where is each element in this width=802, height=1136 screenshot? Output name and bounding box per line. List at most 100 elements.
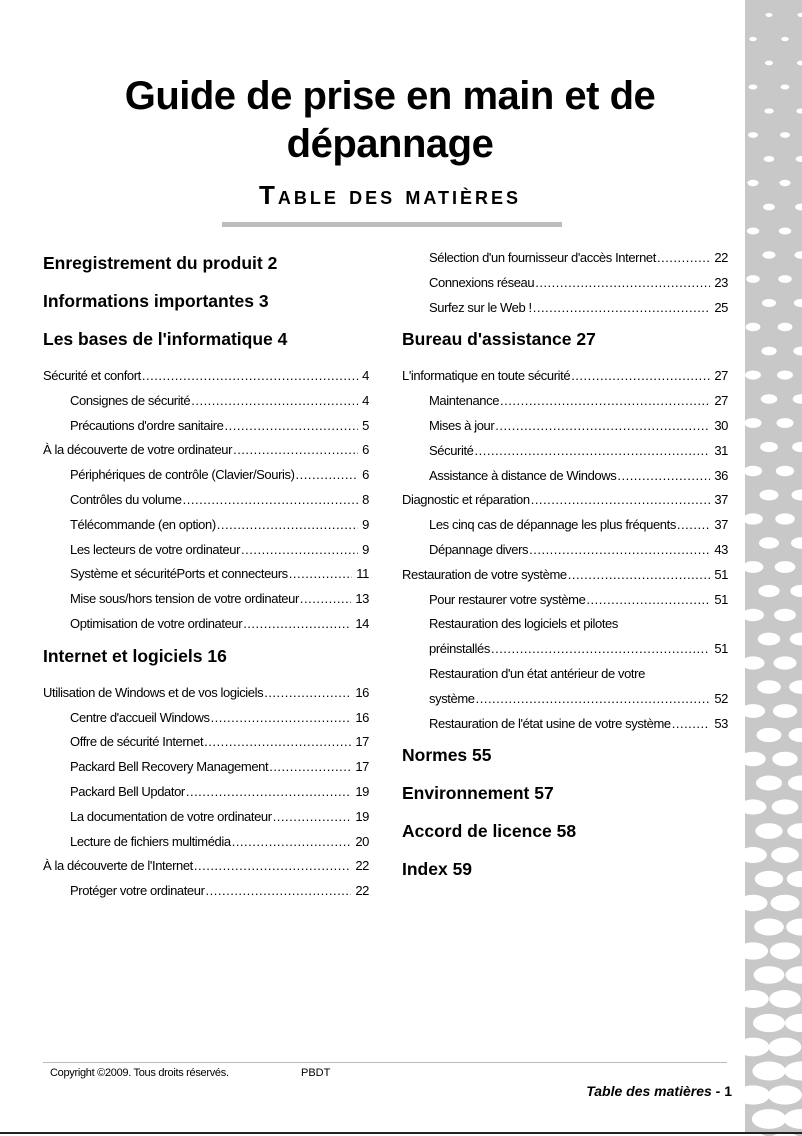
toc-entry-link[interactable]: Offre de sécurité Internet 17 — [43, 730, 369, 755]
dot-leader — [211, 706, 352, 731]
toc-entry-link[interactable]: Protéger votre ordinateur 22 — [43, 879, 369, 904]
dot-leader — [217, 513, 358, 538]
toc-entry-link[interactable]: Sécurité et confort 4 — [43, 364, 369, 389]
dot — [788, 727, 802, 743]
toc-chapter-link[interactable]: Bureau d'assistance 27 — [402, 329, 596, 350]
toc-entry-link[interactable]: Maintenance 27 — [402, 389, 728, 414]
toc-entry-link[interactable]: Restauration de l'état usine de votre sy… — [402, 712, 728, 737]
toc-chapter-link[interactable]: Index 59 — [402, 859, 473, 880]
toc-entry-link[interactable]: Sécurité 31 — [402, 439, 728, 464]
dot — [768, 1037, 802, 1057]
entry-page: 17 — [355, 759, 369, 775]
dot — [746, 275, 760, 283]
entry-title: Sécurité et confort — [43, 368, 141, 383]
dot — [761, 346, 777, 356]
dot-leader — [535, 271, 710, 296]
toc-entry-link[interactable]: Assistance à distance de Windows 36 — [402, 464, 728, 489]
entry-title: Sécurité — [429, 442, 474, 458]
dot — [768, 1085, 802, 1105]
toc-chapter-link[interactable]: Internet et logiciels 16 — [43, 645, 227, 666]
toc-entry-link[interactable]: Les cinq cas de dépannage les plus fréqu… — [402, 513, 728, 538]
toc-chapter-link[interactable]: Les bases de l'informatique 4 — [43, 329, 288, 349]
toc-entry-link[interactable]: Optimisation de votre ordinateur 14 — [43, 612, 369, 637]
toc-entry-link[interactable]: Télécommande (en option) 9 — [43, 513, 369, 538]
dot — [745, 322, 761, 332]
toc-entry-link[interactable]: Surfez sur le Web ! 25 — [402, 296, 728, 321]
dot — [772, 751, 798, 767]
dot — [745, 1085, 770, 1105]
toc-entry-link[interactable]: Centre d'accueil Windows 16 — [43, 706, 369, 731]
dot-leader — [617, 464, 710, 489]
dot — [746, 227, 760, 235]
entry-page: 23 — [714, 274, 728, 290]
toc-entry-link[interactable]: Périphériques de contrôle (Clavier/Souri… — [43, 463, 369, 488]
toc-entry-link[interactable]: Restauration d'un état antérieur de votr… — [402, 662, 728, 712]
toc-entry-link[interactable]: Dépannage divers 43 — [402, 538, 728, 563]
dot — [745, 370, 761, 380]
toc-entry-link[interactable]: Packard Bell Recovery Management 17 — [43, 755, 369, 780]
toc-entry-link[interactable]: L'informatique en toute sécurité 27 — [402, 364, 728, 389]
dot — [786, 870, 802, 888]
toc-entry-link[interactable]: Mise sous/hors tension de votre ordinate… — [43, 587, 369, 612]
toc-entry-link[interactable]: Contrôles du volume 8 — [43, 488, 369, 513]
entry-title-cont: préinstallés — [429, 641, 490, 657]
toc-entry-link[interactable]: Restauration de votre système 51 — [402, 563, 728, 588]
toc-entry-link[interactable]: Utilisation de Windows et de vos logicie… — [43, 681, 369, 706]
dot — [756, 727, 782, 743]
dot — [794, 251, 802, 259]
dot-leader — [657, 246, 710, 271]
toc-entry-link[interactable]: Sélection d'un fournisseur d'accès Inter… — [402, 246, 728, 271]
entry-page: 37 — [714, 492, 728, 508]
toc-entry-link[interactable]: Diagnostic et réparation 37 — [402, 488, 728, 513]
entry-title: Mises à jour — [429, 417, 495, 433]
dot-leader — [206, 879, 352, 904]
toc-entry-link[interactable]: À la découverte de l'Internet 22 — [43, 854, 369, 879]
entry-page: 36 — [714, 467, 728, 483]
dot — [787, 775, 802, 791]
toc-entry-link[interactable]: Restauration des logiciels et pilotes pré… — [402, 612, 728, 662]
toc-chapter-link[interactable]: Informations importantes 3 — [43, 291, 269, 311]
toc-entry-link[interactable]: Connexions réseau 23 — [402, 271, 728, 296]
dot-leader — [495, 414, 710, 439]
entry-title: Mise sous/hors tension de votre ordinate… — [70, 591, 299, 607]
toc-entry-link[interactable]: Précautions d'ordre sanitaire 5 — [43, 414, 369, 439]
toc-entry-link[interactable]: Mises à jour 30 — [402, 414, 728, 439]
entry-page: 5 — [362, 417, 369, 433]
dot — [747, 179, 759, 187]
toc-entry-link[interactable]: Consignes de sécurité 4 — [43, 389, 369, 414]
dot-leader — [491, 637, 710, 662]
dot — [780, 84, 790, 90]
dot — [763, 203, 775, 211]
toc-entry-link[interactable]: Lecture de fichiers multimédia 20 — [43, 830, 369, 855]
dot — [793, 346, 802, 356]
toc-entry-link[interactable]: Système et sécuritéPorts et connecteurs 1… — [43, 562, 369, 587]
toc-entry-link[interactable]: À la découverte de votre ordinateur 6 — [43, 438, 369, 463]
entry-title: Consignes de sécurité — [70, 392, 191, 408]
dot — [769, 942, 801, 960]
entry-page: 53 — [714, 715, 728, 731]
toc-chapter-link[interactable]: Environnement 57 — [402, 783, 554, 804]
toc-entry-link[interactable]: La documentation de votre ordinateur 19 — [43, 805, 369, 830]
toc-entry-link[interactable]: Packard Bell Updator 19 — [43, 780, 369, 805]
dot — [795, 203, 802, 211]
entry-page: 25 — [714, 299, 728, 315]
dot-leader — [224, 414, 358, 439]
toc-entry-link[interactable]: Les lecteurs de votre ordinateur 9 — [43, 538, 369, 563]
dot-leader — [142, 364, 358, 389]
entry-page: 4 — [362, 392, 369, 408]
dot — [761, 298, 777, 308]
dot-leader — [586, 588, 710, 613]
dot — [777, 322, 793, 332]
toc-chapter-link[interactable]: Normes 55 — [402, 745, 492, 766]
entry-title: Télécommande (en option) — [70, 516, 216, 532]
dot — [751, 1109, 787, 1129]
toc-chapter-link[interactable]: Enregistrement du produit 2 — [43, 253, 278, 273]
page-number: 1 — [724, 1083, 732, 1099]
dot-leader — [204, 730, 351, 755]
toc-chapter-link[interactable]: Accord de licence 58 — [402, 821, 577, 842]
entry-title: Les lecteurs de votre ordinateur — [70, 541, 241, 557]
dot — [757, 680, 781, 694]
dot — [775, 465, 795, 477]
entry-title: Packard Bell Updator — [70, 783, 185, 799]
toc-entry-link[interactable]: Pour restaurer votre système 51 — [402, 588, 728, 613]
